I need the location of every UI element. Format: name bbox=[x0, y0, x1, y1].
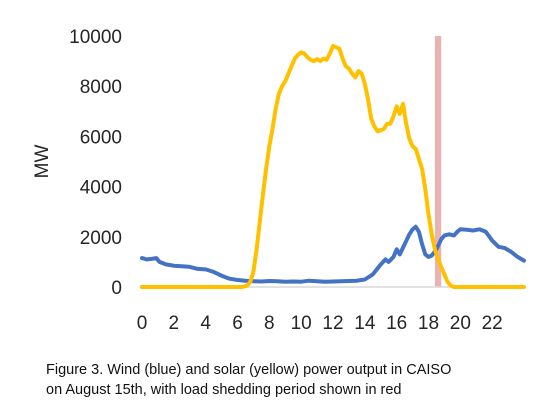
solar-series-line bbox=[140, 44, 526, 289]
y-tick-label: 8000 bbox=[80, 77, 122, 98]
x-tick-label: 8 bbox=[264, 313, 275, 334]
caption-line-1: Figure 3. Wind (blue) and solar (yellow)… bbox=[46, 362, 452, 378]
y-tick-label: 2000 bbox=[80, 228, 122, 249]
y-axis-label: MW bbox=[32, 145, 53, 179]
x-tick-label: 12 bbox=[322, 313, 343, 334]
x-tick-label: 10 bbox=[291, 313, 312, 334]
load-shedding-region-layer bbox=[434, 36, 442, 287]
y-tick-label: 6000 bbox=[80, 127, 122, 148]
x-tick-label: 4 bbox=[200, 313, 211, 334]
x-tick-label: 2 bbox=[169, 313, 180, 334]
x-tick-label: 22 bbox=[482, 313, 503, 334]
x-tick-label: 18 bbox=[418, 313, 439, 334]
wind-series-line bbox=[140, 224, 526, 284]
x-tick-label: 20 bbox=[450, 313, 471, 334]
load-shedding-band bbox=[434, 36, 442, 287]
y-tick-label: 4000 bbox=[80, 178, 122, 199]
x-tick-label: 6 bbox=[232, 313, 243, 334]
x-tick-label: 14 bbox=[354, 313, 376, 334]
y-tick-label: 10000 bbox=[69, 27, 122, 48]
y-tick-label: 0 bbox=[111, 278, 122, 299]
caption-line-2: on August 15th, with load shedding perio… bbox=[46, 382, 402, 398]
figure-caption: Figure 3. Wind (blue) and solar (yellow)… bbox=[46, 360, 536, 400]
x-tick-label: 0 bbox=[137, 313, 148, 334]
series-layer bbox=[140, 44, 526, 289]
x-tick-label: 16 bbox=[386, 313, 407, 334]
x-tick-labels: 0 2 4 6 8 10 12 14 16 18 20 22 bbox=[137, 313, 503, 334]
y-tick-labels: 0 2000 4000 6000 8000 10000 bbox=[69, 27, 122, 299]
